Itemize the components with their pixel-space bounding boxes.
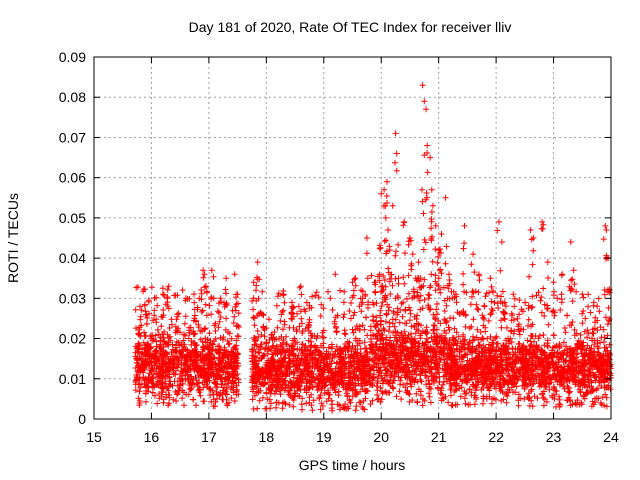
roti-points	[132, 82, 614, 414]
axis-layer: 15 16 17 18 19 20 21 22 23 24 0 0.01 0.02 0.03 0.04 0.0…	[59, 49, 619, 445]
x-tick-label: 18	[259, 429, 275, 445]
y-tick-label: 0.02	[59, 331, 86, 347]
x-tick-label: 17	[201, 429, 217, 445]
y-tick-label: 0.04	[59, 250, 86, 266]
x-tick-label: 22	[488, 429, 504, 445]
y-tick-label: 0.05	[59, 210, 86, 226]
x-tick-label: 16	[144, 429, 160, 445]
y-tick-label: 0.07	[59, 129, 86, 145]
x-tick-label: 20	[373, 429, 389, 445]
x-tick-label: 15	[86, 429, 102, 445]
y-tick-label: 0.09	[59, 49, 86, 65]
chart-title: Day 181 of 2020, Rate Of TEC Index for r…	[189, 19, 512, 35]
x-tick-label: 24	[603, 429, 619, 445]
x-tick-label: 23	[546, 429, 562, 445]
x-tick-label: 21	[431, 429, 447, 445]
y-tick-label: 0.08	[59, 89, 86, 105]
y-tick-label: 0.06	[59, 170, 86, 186]
y-tick-label: 0.01	[59, 371, 86, 387]
x-axis-label: GPS time / hours	[299, 457, 406, 473]
y-axis-label: ROTI / TECUs	[5, 193, 21, 283]
points-layer	[132, 82, 614, 414]
y-tick-label: 0	[78, 411, 86, 427]
plot-frame	[93, 56, 612, 420]
y-tick-label: 0.03	[59, 290, 86, 306]
x-tick-label: 19	[316, 429, 332, 445]
